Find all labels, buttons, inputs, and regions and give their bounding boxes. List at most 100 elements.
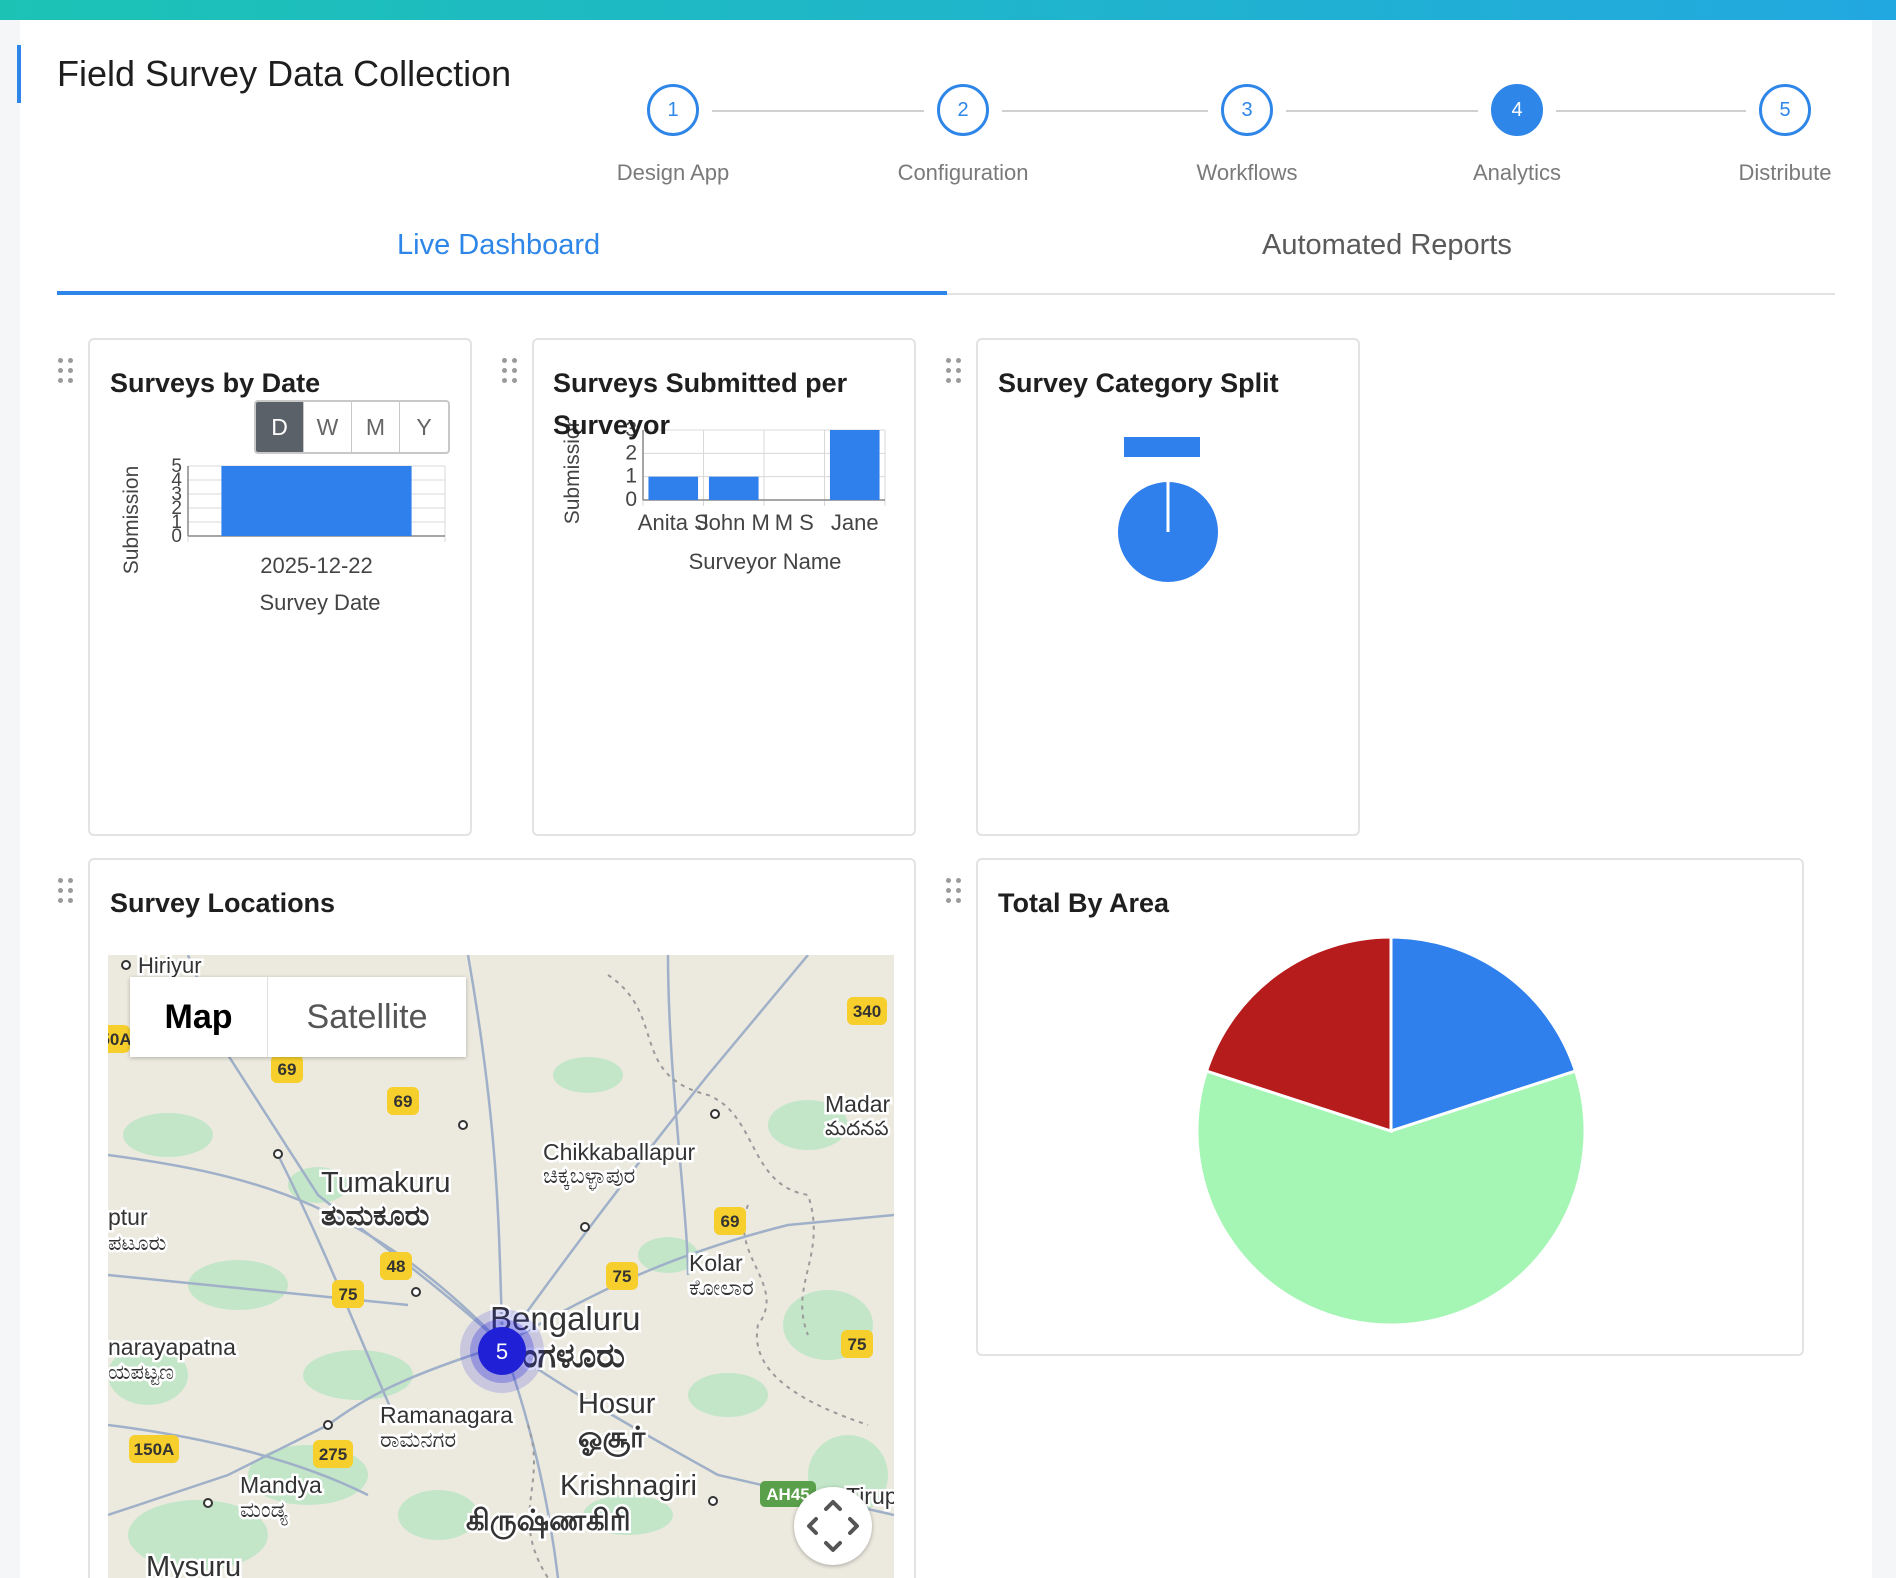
- drag-handle-icon[interactable]: [500, 358, 520, 386]
- y-tick-label: 4: [171, 470, 182, 491]
- x-axis-label: Surveyor Name: [689, 549, 842, 574]
- x-tick-label: Jane: [831, 510, 879, 535]
- active-tab-indicator: [57, 291, 947, 295]
- range-button-w[interactable]: W: [304, 402, 352, 452]
- x-tick-label: John M: [698, 510, 770, 535]
- shield-label: AH45: [766, 1485, 809, 1504]
- place-label: Chikkaballapur: [543, 1139, 695, 1165]
- cluster-count: 5: [496, 1339, 508, 1364]
- place-local-label: கிருஷ்ணகிரி: [466, 1505, 631, 1540]
- place-local-label: ತುಮಕೂರು: [321, 1200, 429, 1232]
- y-tick-label: 3: [625, 420, 637, 441]
- shield-label: 150A: [134, 1440, 175, 1459]
- shield-label: 69: [721, 1212, 740, 1231]
- map-pan-control[interactable]: [794, 1487, 872, 1565]
- tab-live-dashboard[interactable]: Live Dashboard: [397, 229, 601, 261]
- pie-slice: [1204, 935, 1393, 1134]
- y-axis-label: Submission: [120, 466, 143, 575]
- bar: [221, 466, 412, 536]
- y-axis-label: Submission: [561, 420, 584, 524]
- place-local-label: ರಾಮನಗರ: [380, 1427, 456, 1452]
- total-by-area-chart: [1195, 935, 1587, 1327]
- y-tick-label: 3: [171, 484, 182, 505]
- bar: [648, 476, 699, 500]
- survey-category-split-chart: [1118, 437, 1218, 582]
- place-label: Madar: [825, 1091, 891, 1117]
- y-tick-label: 1: [625, 465, 637, 488]
- step-connector: [1556, 110, 1746, 112]
- dashboard-tabs: Live Dashboard Automated Reports: [57, 215, 1835, 295]
- place-label: Ramanagara: [380, 1402, 513, 1428]
- place-label: Krishnagiri: [560, 1470, 697, 1502]
- pie-slice: [1389, 935, 1578, 1134]
- highway-shields: 340 69 69 69 48 75 75 75 150A 275 AH45 5…: [108, 997, 887, 1507]
- title-accent: [17, 45, 21, 103]
- drag-handle-icon[interactable]: [56, 878, 76, 906]
- place-local-label: ஓசூர்: [578, 1422, 646, 1457]
- range-button-d[interactable]: D: [256, 402, 304, 452]
- place-label: narayapatna: [108, 1334, 236, 1360]
- map-type-toggle: Map Satellite: [130, 977, 466, 1057]
- step-analytics[interactable]: 4 Analytics: [1447, 84, 1587, 186]
- bar: [708, 476, 759, 500]
- step-label: Design App: [616, 160, 730, 185]
- top-accent-bar: [0, 0, 1896, 20]
- place-local-label: మదనప: [825, 1118, 889, 1140]
- range-button-m[interactable]: M: [352, 402, 400, 452]
- drag-handle-icon[interactable]: [944, 358, 964, 386]
- place-local-label: ಪಟೂರು: [108, 1232, 166, 1255]
- card-title: Survey Category Split: [998, 368, 1279, 398]
- place-label: Kolar: [689, 1250, 743, 1276]
- step-number: 5: [1759, 84, 1811, 136]
- survey-category-split-card: Survey Category Split: [976, 338, 1360, 836]
- step-label: Workflows: [1196, 160, 1298, 185]
- move-arrows-icon: [807, 1500, 859, 1552]
- step-design-app[interactable]: 1 Design App: [603, 84, 743, 186]
- step-workflows[interactable]: 3 Workflows: [1177, 84, 1317, 186]
- app-title: Field Survey Data Collection: [57, 53, 512, 94]
- step-label: Distribute: [1738, 160, 1832, 185]
- drag-handle-icon[interactable]: [56, 358, 76, 386]
- shield-label: 75: [339, 1285, 358, 1304]
- range-button-y[interactable]: Y: [416, 414, 432, 440]
- place-label: ptur: [108, 1204, 148, 1230]
- satellite-view-button[interactable]: Satellite: [306, 998, 428, 1036]
- y-tick-label: 0: [625, 488, 637, 511]
- y-tick-label: 1: [171, 512, 182, 533]
- legend-swatch[interactable]: [1124, 437, 1200, 457]
- card-title: Surveys by Date: [110, 368, 321, 398]
- step-number: 4: [1491, 84, 1543, 136]
- step-number: 3: [1221, 84, 1273, 136]
- pie-slice: [1195, 1069, 1587, 1327]
- step-number: 1: [647, 84, 699, 136]
- shield-label: 48: [387, 1257, 406, 1276]
- x-tick-label: 2025-12-22: [260, 553, 373, 578]
- step-connector: [712, 110, 924, 112]
- y-tick-label: 0: [171, 526, 182, 547]
- place-local-label: ಚಿಕ್ಕಬಳ್ಳಾಪುರ: [543, 1163, 635, 1192]
- drag-handle-icon[interactable]: [944, 878, 964, 906]
- tab-automated-reports[interactable]: Automated Reports: [1262, 229, 1512, 261]
- card-title: Survey Locations: [110, 888, 336, 918]
- step-configuration[interactable]: 2 Configuration: [893, 84, 1033, 186]
- x-axis-label: Survey Date: [259, 590, 380, 615]
- step-distribute[interactable]: 5 Distribute: [1715, 84, 1855, 186]
- shield-label: 275: [319, 1445, 347, 1464]
- map-view-button[interactable]: Map: [130, 977, 268, 1057]
- step-number: 2: [937, 84, 989, 136]
- map-roads: [108, 955, 894, 1578]
- shield-label: 75: [848, 1335, 867, 1354]
- step-connector: [1002, 110, 1208, 112]
- place-label: Mandya: [240, 1472, 322, 1498]
- survey-cluster-marker[interactable]: 5: [460, 1309, 544, 1393]
- place-label: Hiriyur: [138, 955, 202, 978]
- shield-label: 69: [394, 1092, 413, 1111]
- shield-label: 50A: [108, 1030, 132, 1049]
- y-tick-label: 2: [625, 441, 637, 464]
- x-tick-label: M S: [775, 510, 814, 535]
- map-canvas: 340 69 69 69 48 75 75 75 150A 275 AH45 5…: [108, 955, 894, 1578]
- place-local-label: ಯಪಟ್ಟಣ: [108, 1361, 174, 1385]
- surveys-per-surveyor-card: [532, 338, 916, 836]
- survey-locations-map[interactable]: 340 69 69 69 48 75 75 75 150A 275 AH45 5…: [108, 955, 894, 1578]
- map-town-markers: [121, 960, 720, 1508]
